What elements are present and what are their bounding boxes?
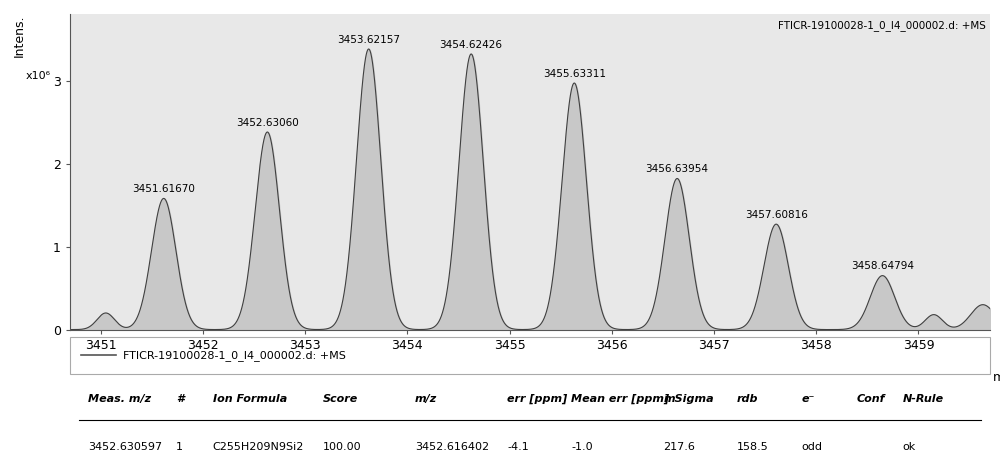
Text: 3456.63954: 3456.63954	[646, 164, 709, 174]
Text: 3454.62426: 3454.62426	[440, 40, 503, 50]
Text: FTICR-19100028-1_0_I4_000002.d: +MS: FTICR-19100028-1_0_I4_000002.d: +MS	[778, 20, 985, 32]
Text: 3453.62157: 3453.62157	[337, 35, 400, 45]
Text: 217.6: 217.6	[663, 442, 695, 452]
Text: err [ppm]: err [ppm]	[507, 394, 567, 404]
Text: #: #	[176, 394, 184, 404]
Text: m/z: m/z	[415, 394, 437, 404]
Text: 3457.60816: 3457.60816	[745, 210, 808, 220]
Text: mSigma: mSigma	[663, 394, 714, 404]
Text: 100.00: 100.00	[323, 442, 362, 452]
Text: -1.0: -1.0	[571, 442, 593, 452]
Text: -4.1: -4.1	[507, 442, 529, 452]
Text: m/z: m/z	[993, 371, 1000, 383]
Text: Ion Formula: Ion Formula	[213, 394, 287, 404]
Text: 3455.63311: 3455.63311	[543, 69, 606, 79]
Text: e⁻: e⁻	[801, 394, 815, 404]
Text: odd: odd	[801, 442, 822, 452]
Text: rdb: rdb	[737, 394, 759, 404]
Text: 158.5: 158.5	[737, 442, 769, 452]
Text: Meas. m/z: Meas. m/z	[88, 394, 152, 404]
Text: 3452.616402: 3452.616402	[415, 442, 489, 452]
Text: N-Rule: N-Rule	[903, 394, 944, 404]
Text: C255H209N9Si2: C255H209N9Si2	[213, 442, 304, 452]
Text: FTICR-19100028-1_0_I4_000002.d: +MS: FTICR-19100028-1_0_I4_000002.d: +MS	[123, 350, 346, 361]
Y-axis label: Intens.: Intens.	[13, 15, 26, 57]
Text: 3451.61670: 3451.61670	[132, 184, 195, 194]
Text: 3452.630597: 3452.630597	[88, 442, 163, 452]
Text: 3452.63060: 3452.63060	[236, 118, 299, 128]
Text: ok: ok	[903, 442, 916, 452]
Text: Mean err [ppm]: Mean err [ppm]	[571, 394, 670, 404]
Text: x10⁶: x10⁶	[26, 71, 51, 81]
Text: Conf: Conf	[857, 394, 885, 404]
Text: 1: 1	[176, 442, 183, 452]
Text: 3458.64794: 3458.64794	[851, 261, 914, 271]
Text: Score: Score	[323, 394, 358, 404]
